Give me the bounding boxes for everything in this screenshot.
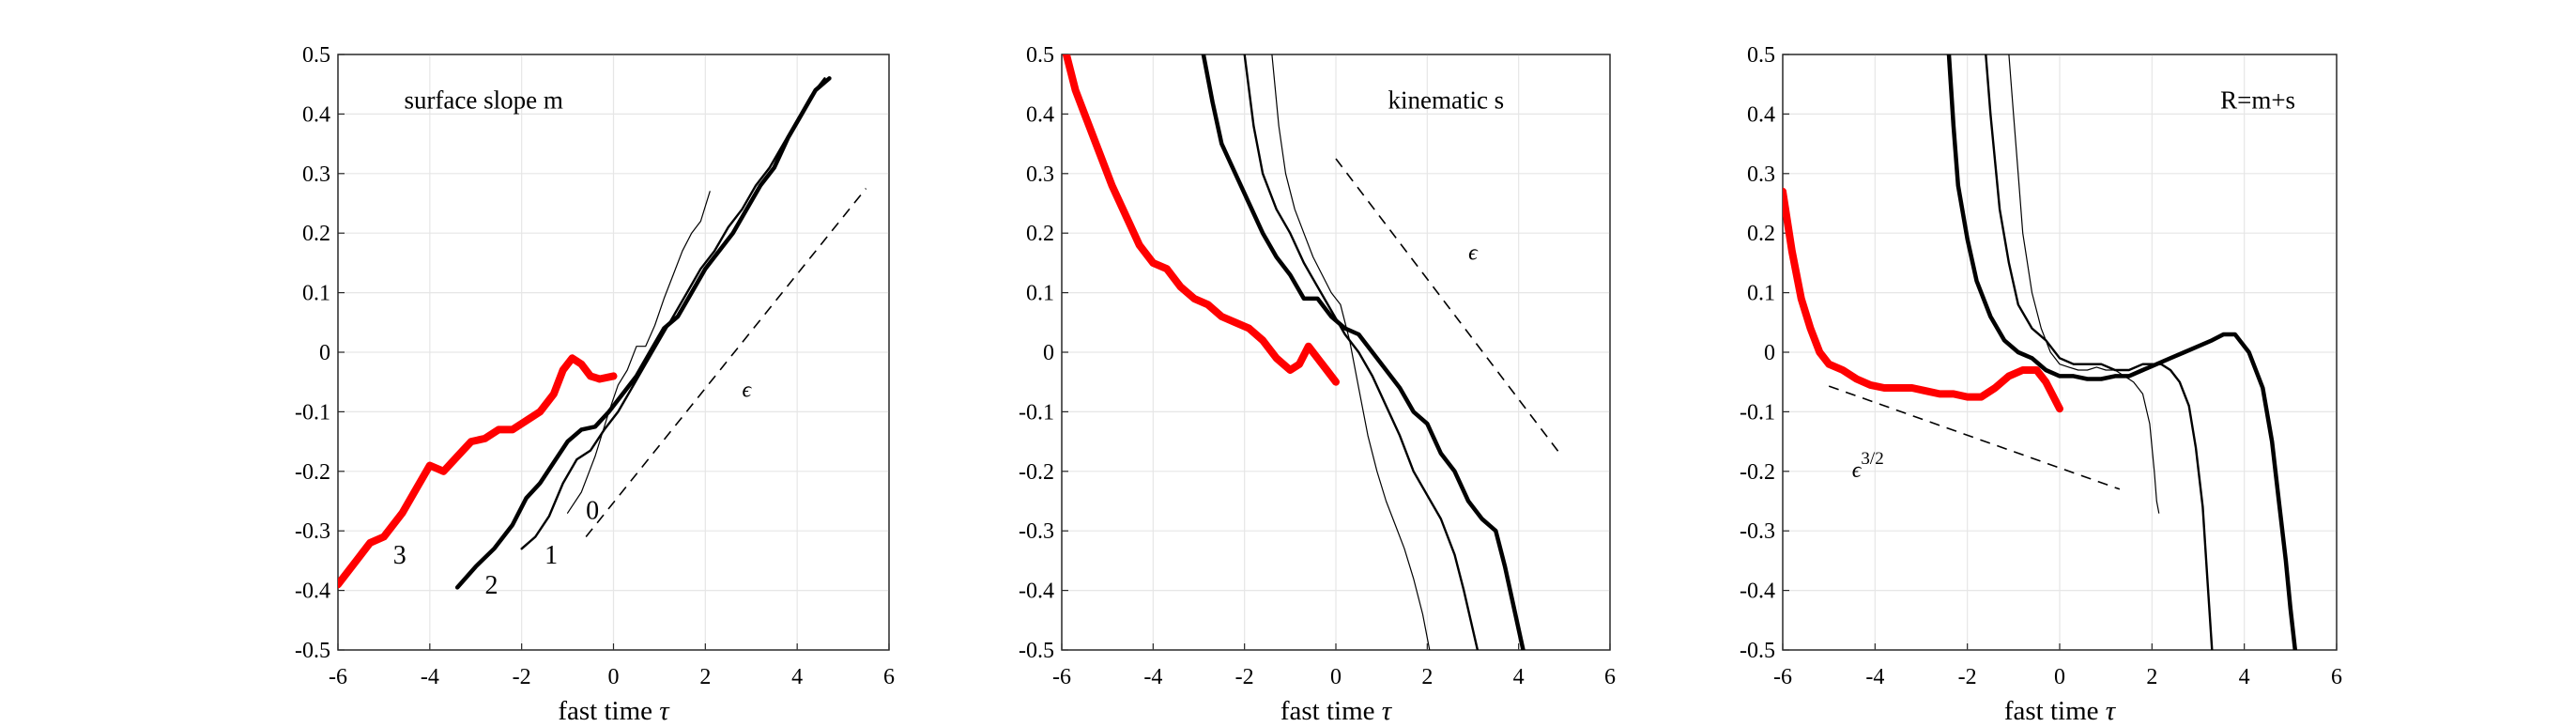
slope-reference-line [1828,385,2121,490]
y-tick-label: -0.1 [1019,400,1054,425]
y-tick-label: -0.3 [1740,519,1775,544]
y-tick-label: 0.1 [1026,282,1054,306]
y-tick-label: -0.4 [295,580,330,604]
y-tick-label: -0.5 [1019,639,1054,663]
slope-label-exponent: 3/2 [1861,449,1883,469]
x-axis-label-text: fast time [1280,696,1382,726]
series-line-0 [1271,54,1431,650]
series-line-3 [1783,187,2063,413]
panel-sum-r: -6 -4 -2 0 2 4 6 0.5 0.4 0.3 0.2 0.1 0 -0.1 -0.2 -0.3 -0… [1740,43,2342,726]
x-tick-label: 6 [2331,665,2342,689]
y-tick-label: -0.1 [1740,400,1775,425]
x-axis-label: fast time τ [1280,696,1393,726]
x-tick-label: -2 [1235,665,1254,689]
x-tick-label: 0 [1330,665,1342,689]
panel-title: surface slope m [404,86,562,115]
y-tick-label: 0.2 [302,222,330,246]
slope-reference-line [1335,158,1561,455]
y-tick-label: -0.3 [295,519,330,544]
y-tick-label: 0.5 [1747,43,1775,68]
x-tick-label: 6 [1604,665,1616,689]
curve-label: 3 [393,541,406,570]
x-tick-label: -4 [421,665,439,689]
x-axis-label-symbol: τ [2106,696,2117,726]
x-tick-label: 4 [791,665,803,689]
y-tick-label: 0.3 [1026,162,1054,187]
slope-label: ϵ [1468,241,1479,266]
y-tick-label: 0 [1764,341,1775,365]
x-axis-label: fast time τ [2004,696,2117,726]
series-line-1 [520,77,826,550]
panel-title: kinematic s [1388,86,1504,115]
y-tick-label: -0.5 [1740,639,1775,663]
curve-label: 1 [544,541,558,570]
series-line-2 [454,76,832,590]
x-axis-label-symbol: τ [1382,696,1393,726]
y-tick-label: 0.4 [302,102,330,127]
series-line-1 [1985,54,2214,650]
y-tick-label: -0.3 [1019,519,1054,544]
curve-label: 2 [485,571,498,600]
y-tick-label: 0.2 [1026,222,1054,246]
x-tick-label: -4 [1143,665,1162,689]
y-tick-label: 0 [319,341,330,365]
x-tick-label: 0 [2054,665,2065,689]
y-tick-label: -0.5 [295,639,330,663]
y-tick-label: 0.5 [1026,43,1054,68]
series-line-3 [338,354,618,589]
y-tick-label: -0.2 [1740,460,1775,485]
series-line-0 [566,191,711,514]
y-tick-label: 0.1 [1747,282,1775,306]
y-tick-label: 0.3 [302,162,330,187]
y-tick-label: 0.1 [302,282,330,306]
x-axis-label-text: fast time [558,696,659,726]
x-tick-label: -6 [1773,665,1792,689]
x-axis-label: fast time τ [558,696,670,726]
panel-kinematic: -6 -4 -2 0 2 4 6 0.5 0.4 0.3 0.2 0.1 0 -0.1 -0.2 -0.3 -0… [1019,43,1616,726]
axes-frame [337,54,890,651]
y-tick-label: -0.1 [295,400,330,425]
x-axis-label-text: fast time [2004,696,2106,726]
y-tick-label: 0.4 [1026,102,1054,127]
series-line-0 [2008,54,2160,514]
y-tick-label: -0.4 [1740,580,1775,604]
x-tick-label: -4 [1865,665,1884,689]
x-tick-label: 6 [883,665,895,689]
x-tick-label: -2 [1958,665,1977,689]
series-line-2 [1201,54,1526,650]
x-tick-label: -6 [329,665,347,689]
panel-title: R=m+s [2220,86,2295,115]
axes-frame [1782,54,2338,651]
x-tick-label: -6 [1052,665,1071,689]
y-tick-label: 0.4 [1747,102,1775,127]
y-tick-label: -0.4 [1019,580,1054,604]
series-line-2 [1946,54,2298,650]
axes-frame [1061,54,1611,651]
y-tick-label: 0.2 [1747,222,1775,246]
y-tick-label: -0.2 [295,460,330,485]
series-line-3 [1062,54,1340,386]
slope-reference-line [585,188,867,538]
x-tick-label: 2 [1421,665,1433,689]
curve-label: 0 [586,497,599,526]
slope-label: ϵ [742,379,752,403]
y-tick-label: 0.3 [1747,162,1775,187]
x-tick-label: 2 [2146,665,2157,689]
x-tick-label: 4 [2239,665,2250,689]
panel-surface-slope: -6 -4 -2 0 2 4 6 0.5 0.4 0.3 0.2 0.1 0 -0.1 -0.2 -0.3 -0… [295,43,895,726]
x-tick-label: 0 [608,665,620,689]
y-tick-label: -0.2 [1019,460,1054,485]
x-tick-label: 4 [1513,665,1525,689]
x-tick-label: 2 [699,665,711,689]
y-tick-label: 0.5 [302,43,330,68]
y-tick-label: 0 [1043,341,1054,365]
x-tick-label: -2 [513,665,531,689]
x-axis-label-symbol: τ [659,696,670,726]
series-line-1 [1243,54,1480,650]
